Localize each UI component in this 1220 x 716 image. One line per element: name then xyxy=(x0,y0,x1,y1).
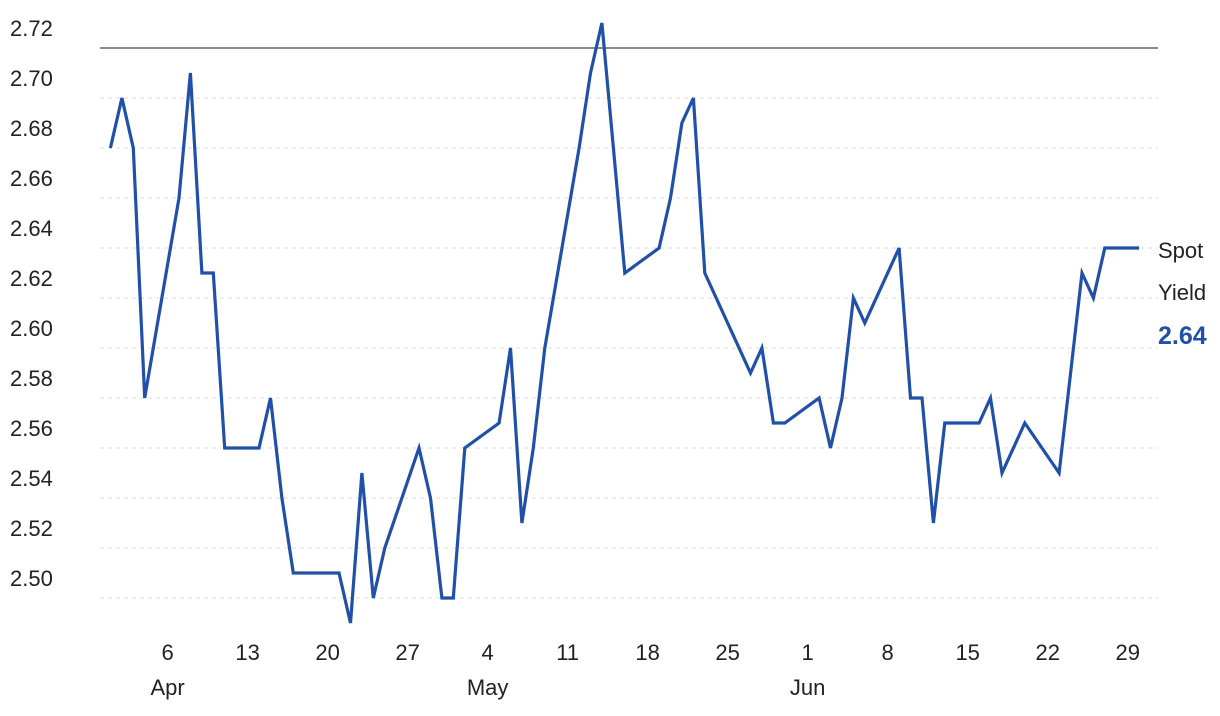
y-tick-label: 2.56 xyxy=(10,416,53,441)
y-tick-label: 2.58 xyxy=(10,366,53,391)
x-month-label: Jun xyxy=(790,675,825,700)
legend-label: Spot Yield xyxy=(1158,238,1206,305)
x-tick-label: 20 xyxy=(315,640,339,665)
x-month-label: May xyxy=(467,675,509,700)
x-tick-label: 1 xyxy=(802,640,814,665)
x-tick-label: 22 xyxy=(1035,640,1059,665)
y-tick-label: 2.50 xyxy=(10,566,53,591)
x-tick-label: 11 xyxy=(556,640,579,665)
y-tick-label: 2.72 xyxy=(10,16,53,41)
x-tick-label: 4 xyxy=(481,640,493,665)
x-tick-label: 29 xyxy=(1115,640,1139,665)
x-tick-label: 27 xyxy=(395,640,419,665)
line-series xyxy=(108,22,1140,624)
y-tick-label: 2.52 xyxy=(10,516,53,541)
y-tick-label: 2.60 xyxy=(10,316,53,341)
end-value-label: 2.64 xyxy=(1158,322,1207,350)
x-tick-label: 6 xyxy=(161,640,173,665)
y-tick-label: 2.68 xyxy=(10,116,53,141)
y-tick-label: 2.70 xyxy=(10,66,53,91)
x-tick-label: 25 xyxy=(715,640,739,665)
y-tick-label: 2.66 xyxy=(10,166,53,191)
y-tick-label: 2.64 xyxy=(10,216,53,241)
y-tick-label: 2.54 xyxy=(10,466,53,491)
x-tick-label: 13 xyxy=(235,640,259,665)
x-tick-label: 15 xyxy=(955,640,979,665)
x-tick-label: 18 xyxy=(635,640,659,665)
x-month-label: Apr xyxy=(150,675,184,700)
y-tick-label: 2.62 xyxy=(10,266,53,291)
x-tick-label: 8 xyxy=(882,640,894,665)
